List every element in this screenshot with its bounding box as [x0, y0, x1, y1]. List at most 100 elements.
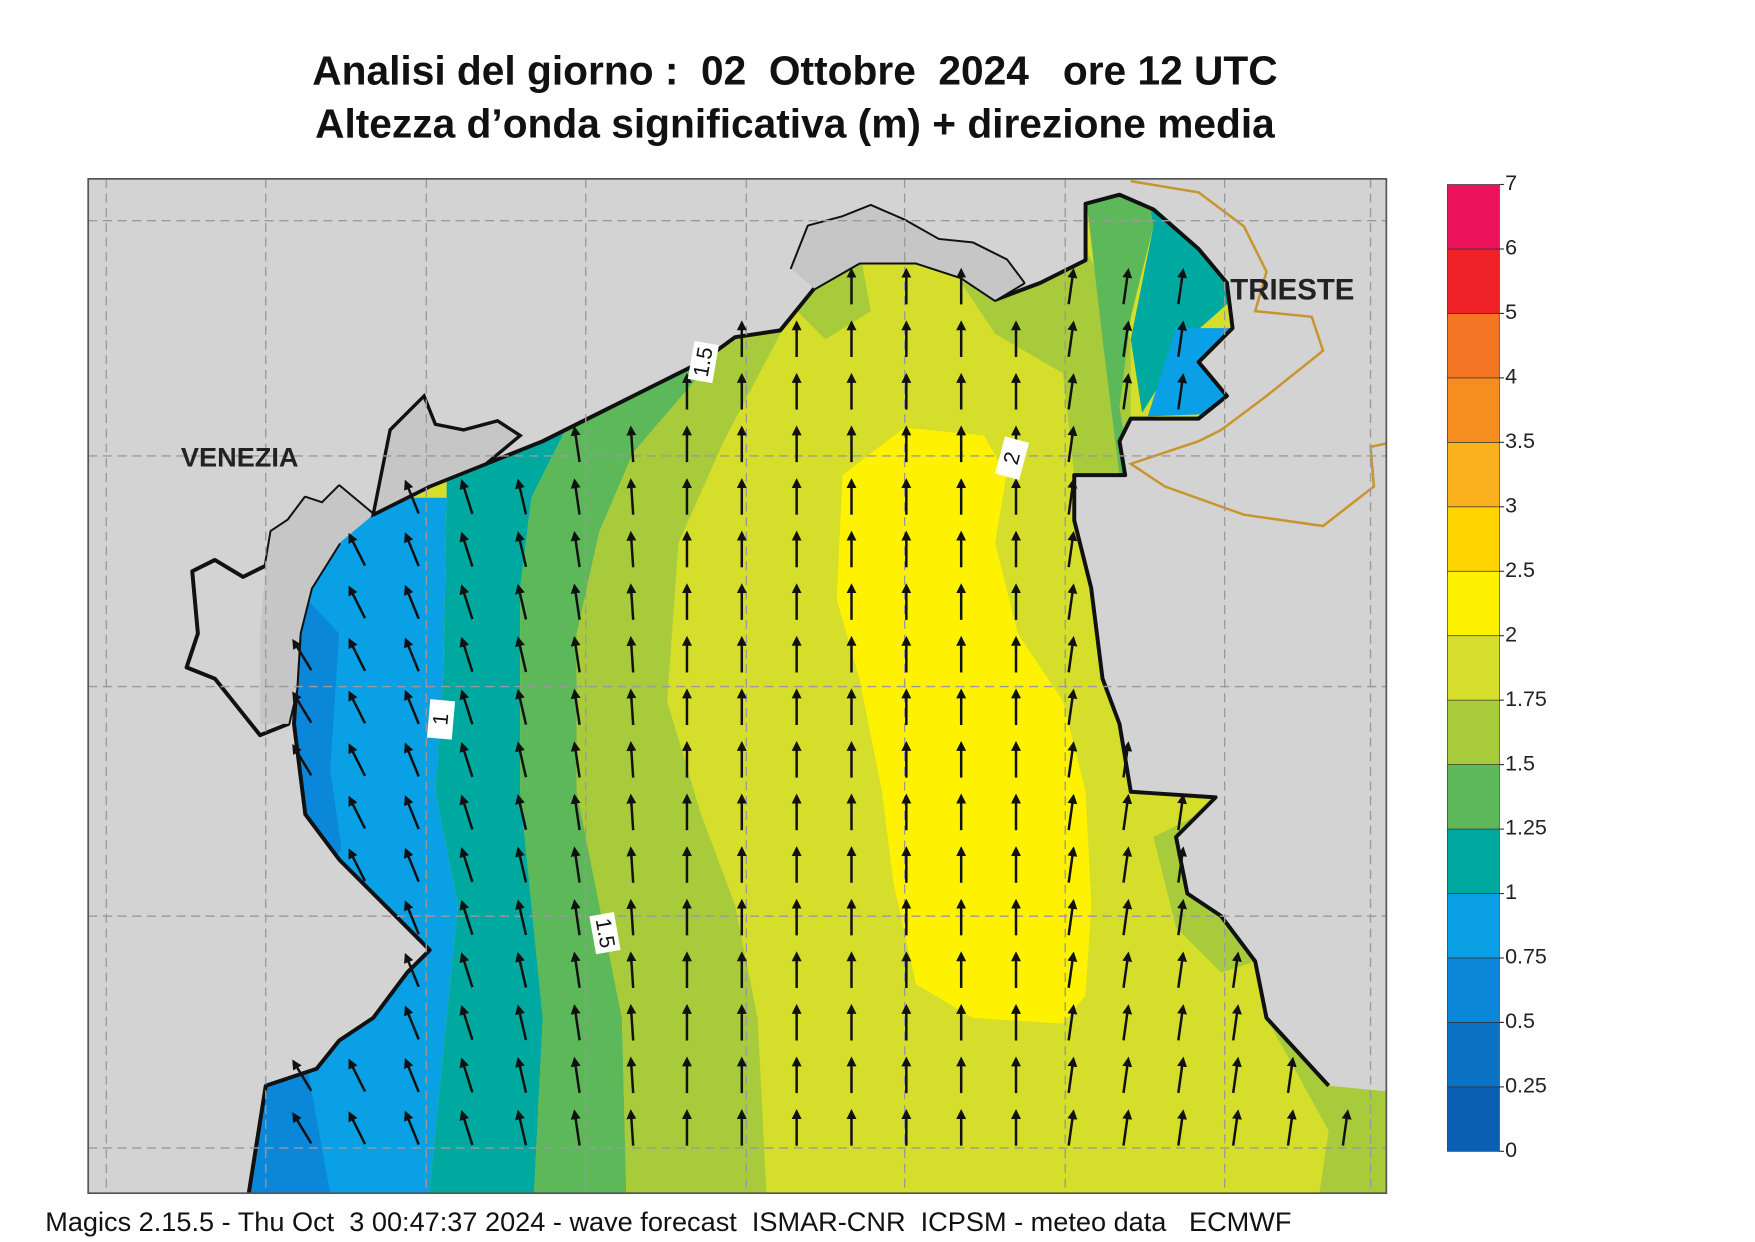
arrow	[1067, 425, 1078, 463]
colorbar-band	[1447, 764, 1500, 830]
arrow	[515, 1057, 528, 1093]
arrow	[515, 741, 528, 778]
arrow	[459, 584, 474, 620]
colorbar-band	[1447, 313, 1500, 379]
arrow	[1231, 1109, 1242, 1146]
arrow	[1067, 583, 1078, 620]
label-text: 1.5	[591, 916, 620, 950]
arrow	[515, 899, 528, 936]
arrow	[1067, 951, 1078, 988]
arrow	[1177, 267, 1187, 305]
arrow	[626, 898, 637, 936]
arrow	[1177, 1056, 1187, 1094]
arrow	[1177, 1109, 1187, 1146]
arrow	[1177, 373, 1187, 410]
arrow	[570, 1109, 581, 1146]
graticule	[88, 178, 1387, 1194]
arrow	[348, 638, 367, 672]
label-box	[426, 699, 456, 740]
arrow	[570, 478, 581, 515]
arrow	[459, 689, 474, 725]
subtitle: Altezza d’onda significativa (m) + direz…	[315, 101, 1275, 147]
arrow	[1122, 1004, 1133, 1041]
arrow	[1067, 1004, 1078, 1041]
arrow	[626, 425, 637, 463]
arrow	[1067, 320, 1078, 357]
colorbar-label: 6	[1505, 236, 1517, 260]
arrow	[1177, 951, 1187, 988]
colorbar-label: 0	[1505, 1138, 1517, 1162]
arrow	[404, 795, 420, 830]
colorbar-label: 1.75	[1505, 687, 1547, 711]
arrow	[404, 1110, 420, 1145]
colorbar-band	[1447, 506, 1500, 572]
arrow	[570, 793, 581, 831]
label-text: 1	[428, 712, 453, 726]
colorbar-label: 1	[1505, 880, 1517, 904]
arrow	[404, 584, 420, 620]
label-text: 1.5	[689, 345, 718, 379]
colorbar-label: 4	[1505, 365, 1517, 389]
frame	[87, 178, 1388, 1195]
arrow	[292, 691, 313, 724]
arrow	[1122, 373, 1133, 410]
arrow	[515, 531, 528, 568]
arrow	[1067, 898, 1078, 936]
arrow	[459, 1004, 474, 1041]
zone	[961, 248, 1131, 476]
arrow	[348, 743, 367, 777]
arrow	[1341, 1109, 1352, 1146]
colorbar-band	[1447, 377, 1500, 443]
zone	[1085, 194, 1154, 476]
contour-label: 1.5	[589, 912, 621, 955]
arrow	[1231, 1004, 1242, 1041]
arrow	[1067, 688, 1078, 726]
label-box	[687, 340, 719, 384]
arrow	[515, 636, 528, 673]
parallels	[88, 220, 1387, 1149]
direction-arrows	[292, 267, 1352, 1146]
arrow	[459, 794, 474, 830]
arrow	[1231, 1056, 1242, 1094]
arrow	[1177, 898, 1187, 936]
colorbar-band	[1447, 957, 1500, 1023]
arrow	[459, 847, 474, 883]
arrow	[515, 1109, 528, 1146]
arrow	[348, 690, 367, 724]
arrow	[515, 1004, 528, 1041]
arrow	[1177, 846, 1187, 883]
arrow	[459, 899, 474, 936]
arrow	[626, 1109, 637, 1146]
arrow	[1177, 320, 1187, 357]
contour-label: 1.5	[687, 340, 719, 384]
arrow	[404, 1005, 420, 1040]
arrow	[515, 846, 528, 883]
colorbar-label: 0.75	[1505, 945, 1547, 969]
arrow	[626, 583, 637, 620]
arrow	[515, 794, 528, 831]
arrow	[404, 952, 420, 988]
colorbar-band	[1447, 635, 1500, 701]
arrow	[1122, 267, 1133, 305]
arrow	[459, 1057, 474, 1093]
arrow	[292, 1059, 313, 1092]
arrow	[1286, 1056, 1297, 1094]
arrow	[626, 635, 637, 673]
place-label: TRIESTE	[1230, 274, 1354, 307]
arrow	[404, 637, 420, 672]
arrow	[1122, 741, 1133, 778]
arrow	[404, 479, 420, 515]
arrow	[459, 1110, 474, 1146]
arrow	[1122, 320, 1133, 357]
colorbar-band	[1447, 248, 1500, 314]
zone	[424, 407, 572, 1194]
zone	[1130, 194, 1239, 413]
arrow	[1067, 1056, 1078, 1094]
arrow	[348, 1111, 367, 1145]
arrow	[1067, 793, 1078, 831]
arrow	[348, 532, 367, 567]
border	[1127, 179, 1387, 528]
arrow	[1067, 267, 1078, 305]
arrow	[1067, 530, 1078, 568]
